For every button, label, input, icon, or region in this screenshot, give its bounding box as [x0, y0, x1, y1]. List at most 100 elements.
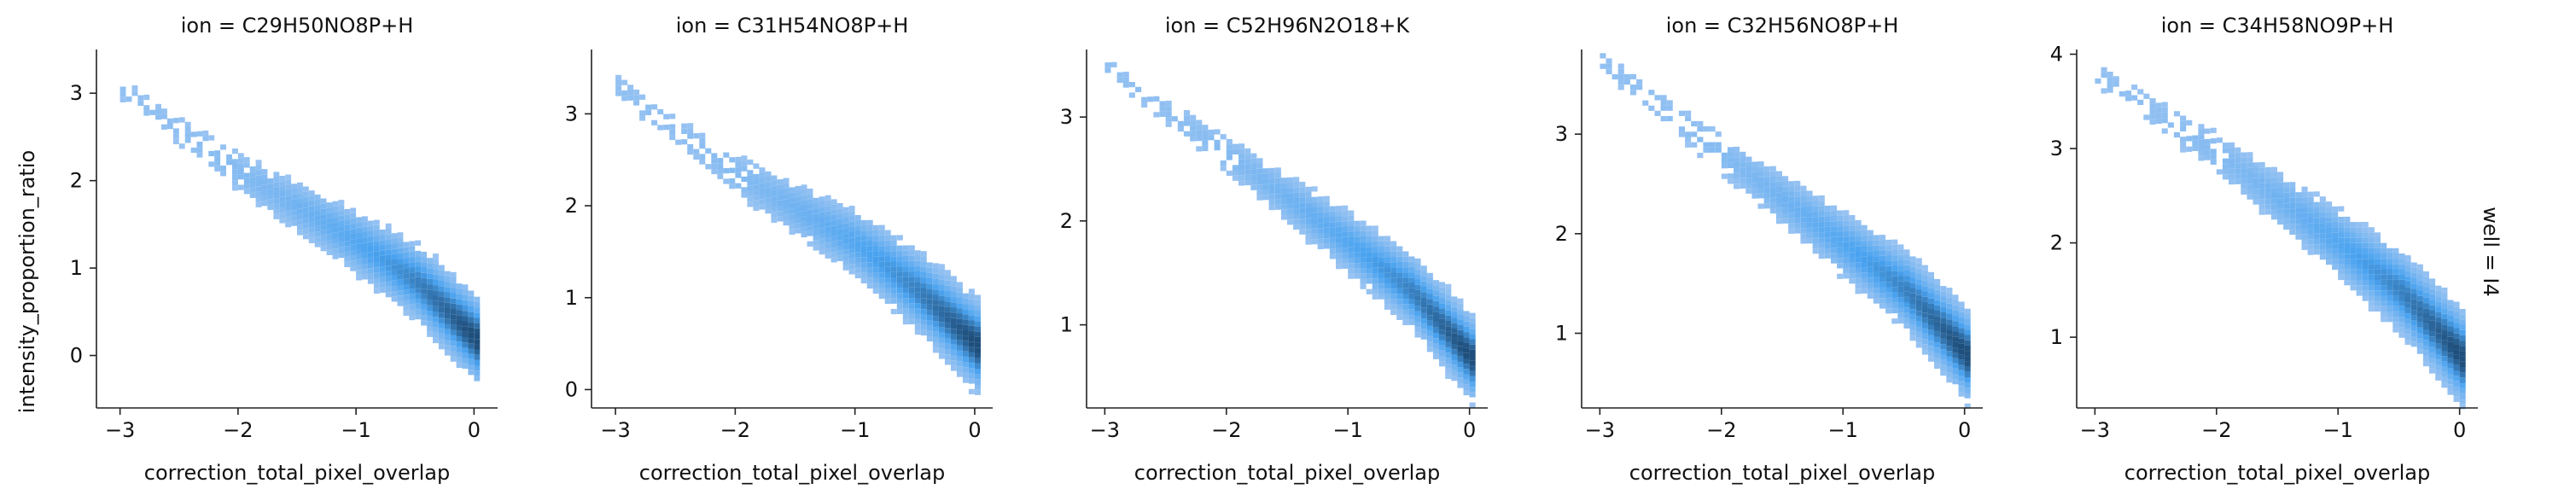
heatmap-cell: [1372, 225, 1378, 231]
heatmap-cell: [1336, 216, 1343, 222]
heatmap-cell: [2326, 222, 2333, 228]
heatmap-cell: [2095, 78, 2101, 84]
heatmap-cell: [1360, 225, 1367, 231]
heatmap-cell: [1849, 278, 1856, 284]
x-tick-label: 0: [1463, 418, 1476, 442]
heatmap-cell: [968, 378, 975, 384]
heatmap-cell: [308, 190, 315, 196]
heatmap-cell: [926, 310, 933, 316]
heatmap-cell: [926, 294, 933, 300]
heatmap-cell: [166, 118, 173, 124]
heatmap-cell: [297, 224, 303, 230]
heatmap-cell: [1915, 316, 1922, 322]
heatmap-cell: [1818, 232, 1825, 238]
heatmap-cell: [789, 192, 796, 198]
heatmap-cell: [1342, 216, 1349, 222]
heatmap-cell: [1964, 356, 1971, 362]
heatmap-cell: [243, 157, 250, 163]
heatmap-cell: [1952, 352, 1959, 358]
heatmap-cell: [2161, 102, 2168, 108]
heatmap-cell: [450, 341, 457, 346]
heatmap-cell: [884, 235, 891, 241]
heatmap-cell: [1402, 267, 1409, 273]
heatmap-cell: [2435, 317, 2442, 323]
heatmap-cell: [1305, 239, 1312, 245]
heatmap-cell: [1606, 68, 1612, 74]
heatmap-cell: [2198, 139, 2205, 145]
heatmap-cell: [1903, 265, 1910, 271]
heatmap-cell: [1396, 288, 1403, 294]
heatmap-cell: [729, 178, 736, 184]
heatmap-cell: [2155, 118, 2162, 125]
heatmap-cell: [747, 175, 754, 181]
heatmap-cell: [1666, 100, 1673, 106]
heatmap-cell: [2301, 218, 2308, 224]
heatmap-cell: [1463, 352, 1470, 358]
heatmap-cell: [391, 259, 398, 265]
heatmap-cell: [143, 110, 150, 116]
heatmap-cell: [920, 309, 927, 315]
heatmap-cell: [1336, 242, 1343, 248]
heatmap-cell: [2289, 187, 2296, 193]
heatmap-cell: [1958, 333, 1965, 339]
heatmap-cell: [950, 334, 957, 340]
heatmap-cell: [938, 342, 945, 349]
heatmap-cell: [2313, 213, 2320, 218]
heatmap-cell: [249, 177, 256, 183]
heatmap-cell: [1769, 182, 1776, 188]
heatmap-cell: [2392, 317, 2399, 323]
heatmap-cell: [2137, 89, 2144, 95]
heatmap-cell: [1685, 115, 1692, 121]
heatmap-cell: [1885, 245, 1892, 251]
heatmap-cell: [2344, 280, 2351, 286]
heatmap-cell: [819, 207, 825, 213]
heatmap-cell: [1897, 281, 1904, 287]
heatmap-cell: [884, 277, 891, 283]
heatmap-cell: [884, 251, 891, 257]
heatmap-cell: [920, 288, 927, 294]
heatmap-cell: [777, 216, 784, 222]
heatmap-cell: [1445, 358, 1452, 364]
heatmap-cell: [1879, 255, 1885, 261]
heatmap-cell: [2356, 242, 2363, 248]
heatmap-cell: [2289, 229, 2296, 235]
heatmap-cell: [1329, 242, 1336, 249]
heatmap-cell: [1439, 350, 1446, 356]
heatmap-cell: [950, 360, 957, 366]
heatmap-cell: [1800, 233, 1807, 239]
heatmap-cell: [962, 293, 969, 299]
heatmap-cell: [914, 308, 921, 314]
heatmap-cell: [1946, 293, 1953, 299]
heatmap-cell: [367, 242, 374, 248]
heatmap-cell: [914, 260, 921, 266]
heatmap-cell: [890, 266, 897, 272]
heatmap-cell: [1202, 125, 1209, 131]
heatmap-cell: [468, 338, 475, 344]
heatmap-cell: [813, 245, 819, 251]
heatmap-cell: [777, 184, 784, 190]
heatmap-cell: [2222, 158, 2229, 164]
heatmap-cell: [1293, 177, 1300, 183]
heatmap-cell: [920, 329, 927, 336]
heatmap-cell: [1927, 309, 1934, 315]
heatmap-cell: [975, 358, 981, 364]
heatmap-cell: [1873, 256, 1880, 262]
heatmap-cell: [338, 226, 345, 232]
heatmap-cell: [2326, 201, 2333, 207]
heatmap-cell: [379, 240, 386, 246]
heatmap-cell: [836, 218, 843, 224]
heatmap-cell: [1806, 227, 1813, 233]
heatmap-cell: [2459, 366, 2466, 373]
heatmap-cell: [2368, 290, 2375, 296]
heatmap-cell: [326, 249, 333, 255]
heatmap-cell: [866, 236, 873, 242]
heatmap-cell: [456, 346, 463, 352]
heatmap-cell: [896, 271, 903, 277]
heatmap-cell: [1469, 344, 1476, 350]
heatmap-cell: [2344, 232, 2351, 238]
heatmap-cell: [2295, 192, 2302, 198]
heatmap-cell: [944, 301, 951, 307]
heatmap-cell: [385, 244, 392, 250]
heatmap-cell: [1934, 363, 1941, 369]
heatmap-cell: [403, 273, 410, 279]
